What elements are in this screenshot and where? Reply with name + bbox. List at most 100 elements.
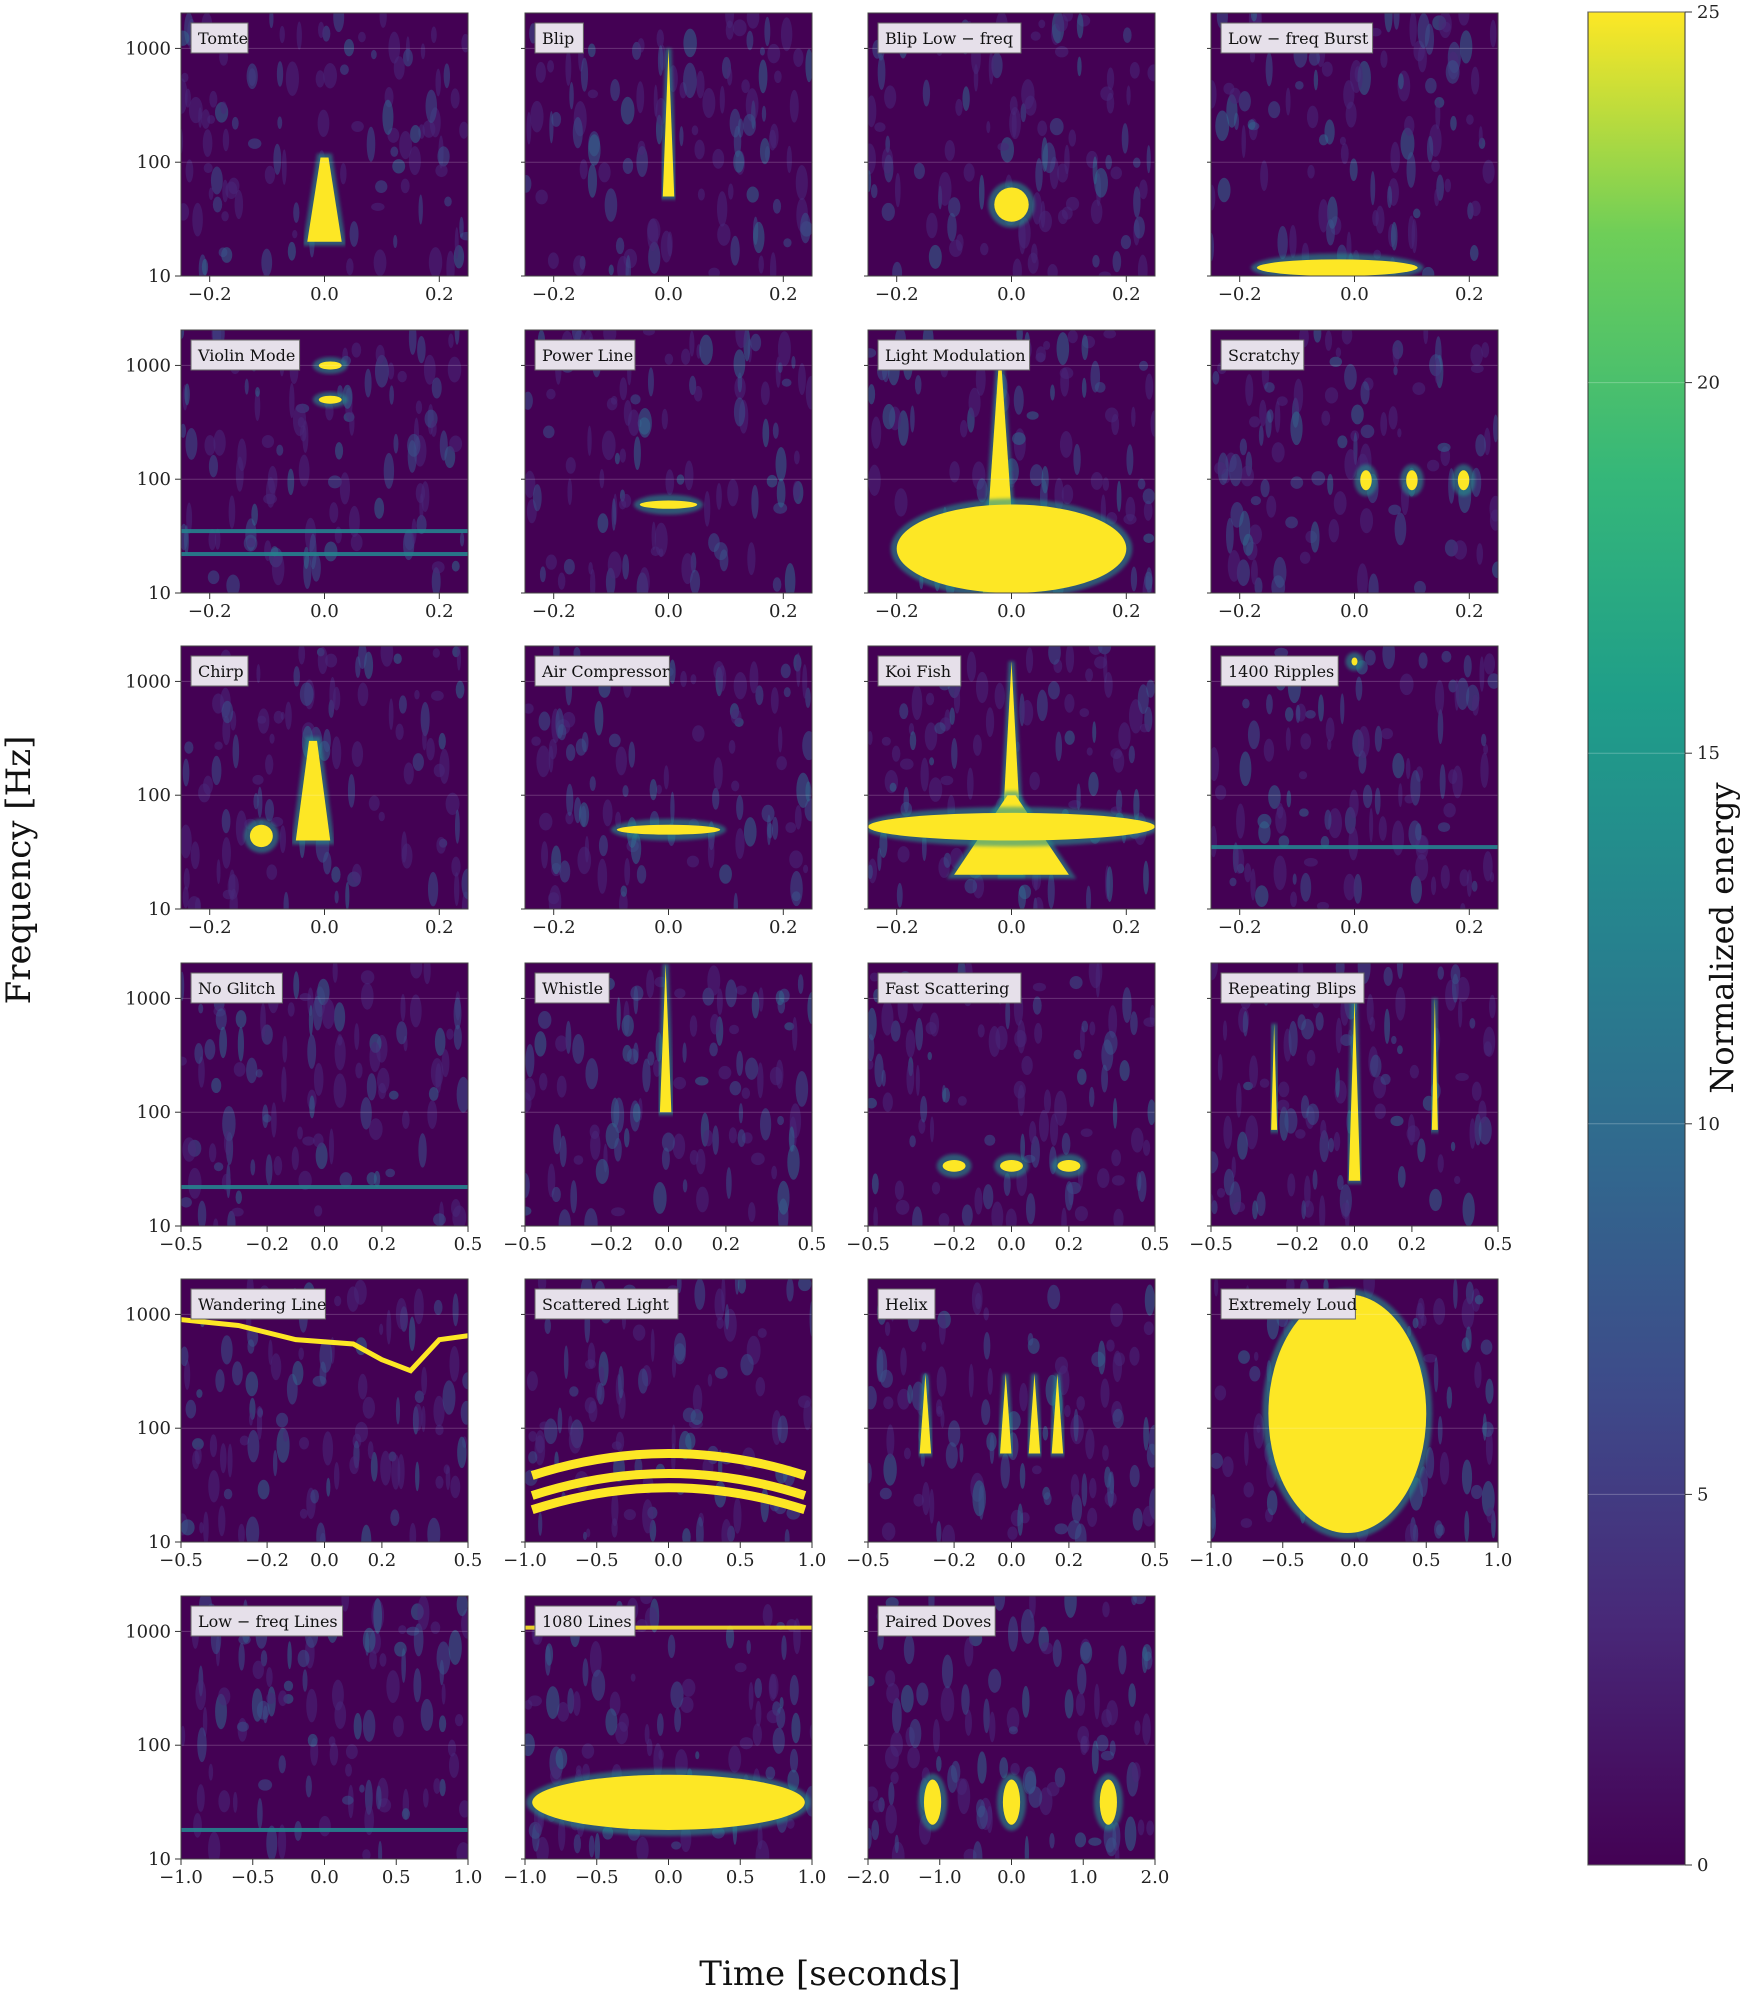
- noise-texture: [1244, 863, 1252, 883]
- noise-texture: [569, 1386, 579, 1397]
- noise-texture: [1137, 254, 1148, 276]
- glitch-blob: [307, 157, 342, 242]
- noise-texture: [550, 1766, 562, 1785]
- x-tick-label: 0.5: [1484, 1234, 1513, 1255]
- noise-texture: [1131, 1762, 1141, 1783]
- noise-texture: [964, 1709, 972, 1736]
- noise-texture: [1295, 1129, 1306, 1139]
- panel-label: Fast Scattering: [877, 972, 1022, 1004]
- x-tick-label: 0.0: [1340, 1234, 1369, 1255]
- noise-texture: [947, 1420, 961, 1447]
- noise-texture: [789, 1748, 799, 1773]
- noise-texture: [1351, 404, 1364, 425]
- noise-texture: [611, 1207, 625, 1217]
- noise-texture: [181, 1346, 189, 1367]
- noise-texture: [1142, 488, 1155, 505]
- noise-texture: [407, 433, 421, 457]
- noise-texture: [1049, 118, 1064, 136]
- noise-texture: [334, 1036, 346, 1071]
- spectral-line: [181, 529, 468, 534]
- noise-texture: [709, 1042, 718, 1057]
- spectral-line: [1211, 845, 1498, 850]
- noise-texture: [1324, 119, 1335, 145]
- noise-texture: [1081, 1473, 1088, 1507]
- noise-texture: [345, 1744, 358, 1760]
- x-tick-label: 0.5: [1141, 1234, 1170, 1255]
- noise-texture: [1384, 13, 1393, 33]
- noise-texture: [772, 1727, 785, 1754]
- noise-texture: [283, 1430, 289, 1442]
- panel-label: Whistle: [534, 972, 610, 1004]
- x-tick-label: −1.0: [503, 1867, 547, 1888]
- noise-texture: [728, 1127, 737, 1144]
- noise-texture: [572, 117, 583, 149]
- noise-texture: [373, 1597, 383, 1634]
- noise-texture: [903, 1634, 915, 1665]
- noise-texture: [1395, 986, 1406, 1021]
- noise-texture: [1017, 1019, 1026, 1054]
- noise-texture: [525, 1077, 536, 1101]
- noise-texture: [1113, 1208, 1124, 1226]
- noise-texture: [1249, 1365, 1261, 1382]
- noise-texture: [894, 172, 901, 208]
- noise-texture: [962, 86, 970, 111]
- noise-texture: [1035, 352, 1046, 363]
- noise-texture: [1029, 771, 1040, 791]
- noise-texture: [1437, 1415, 1443, 1445]
- noise-texture: [751, 484, 759, 519]
- panel-label: 1400 Ripples: [1220, 655, 1339, 687]
- noise-texture: [392, 1715, 404, 1738]
- noise-texture: [455, 680, 465, 699]
- noise-texture: [774, 70, 782, 84]
- noise-texture: [622, 157, 634, 175]
- noise-texture: [921, 1341, 927, 1352]
- noise-texture: [368, 1118, 383, 1141]
- panel-label-text: Wandering Line: [198, 1295, 327, 1314]
- x-tick-label: −0.2: [188, 917, 232, 938]
- noise-texture: [379, 1653, 387, 1667]
- noise-texture: [401, 1648, 406, 1683]
- noise-texture: [890, 1731, 903, 1757]
- glitch-blob: [1268, 1294, 1427, 1533]
- noise-texture: [781, 378, 792, 387]
- noise-texture: [340, 163, 347, 185]
- noise-texture: [1008, 1726, 1019, 1735]
- noise-texture: [938, 171, 952, 206]
- noise-texture: [1054, 1356, 1069, 1375]
- glitch-blob: [923, 1779, 942, 1825]
- noise-texture: [637, 408, 652, 438]
- noise-texture: [1256, 1191, 1266, 1217]
- scattered-light-arch: [530, 1449, 807, 1480]
- noise-texture: [218, 1687, 231, 1706]
- noise-texture: [961, 1204, 973, 1226]
- x-tick-label: 0.0: [654, 284, 683, 305]
- noise-texture: [762, 1603, 773, 1628]
- noise-texture: [433, 1395, 445, 1427]
- noise-texture: [256, 664, 261, 684]
- noise-texture: [1120, 234, 1132, 250]
- noise-texture: [1021, 1055, 1033, 1076]
- noise-texture: [601, 430, 616, 461]
- noise-texture: [1410, 875, 1422, 904]
- noise-texture: [620, 96, 635, 125]
- noise-texture: [1404, 1522, 1419, 1542]
- noise-texture: [994, 682, 1005, 710]
- noise-texture: [885, 1804, 897, 1834]
- noise-texture: [366, 1073, 377, 1101]
- spectral-line: [181, 552, 468, 557]
- noise-texture: [1047, 873, 1055, 909]
- noise-texture: [553, 1124, 562, 1155]
- x-tick-label: −0.2: [532, 284, 576, 305]
- noise-texture: [398, 695, 407, 714]
- noise-texture: [1396, 963, 1404, 979]
- noise-texture: [1415, 823, 1422, 841]
- noise-texture: [795, 1070, 809, 1107]
- noise-texture: [446, 1028, 454, 1040]
- noise-texture: [1433, 1357, 1439, 1393]
- noise-texture: [716, 191, 728, 227]
- noise-texture: [247, 138, 262, 149]
- panel-label: No Glitch: [190, 972, 283, 1004]
- noise-texture: [299, 682, 314, 707]
- noise-texture: [1081, 334, 1089, 361]
- noise-texture: [1229, 453, 1243, 487]
